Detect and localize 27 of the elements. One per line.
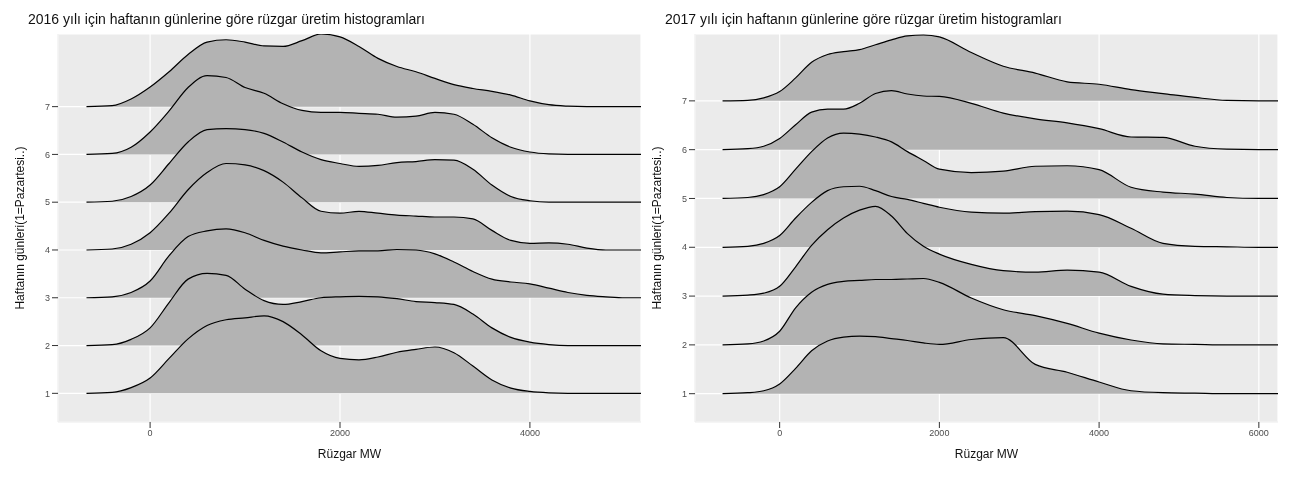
x-axis-title: Rüzgar MW (317, 447, 382, 461)
x-tick-label: 4000 (519, 428, 540, 439)
x-tick-label: 2000 (329, 428, 351, 439)
x-tick-label: 0 (777, 428, 783, 439)
y-tick-label: 2 (681, 340, 687, 351)
y-tick-label: 1 (44, 388, 50, 399)
y-tick-label: 5 (44, 197, 50, 208)
y-tick-label: 6 (681, 144, 687, 155)
y-tick-label: 4 (681, 242, 687, 253)
y-axis-title: Haftanın günleri(1=Pazartesi..) (13, 146, 28, 310)
x-axis-title: Rüzgar MW (954, 447, 1019, 461)
y-tick-label: 6 (44, 149, 50, 160)
y-tick-label: 3 (681, 291, 687, 302)
y-axis-title: Haftanın günleri(1=Pazartesi..) (650, 146, 665, 310)
y-tick-label: 4 (44, 245, 50, 256)
chart-title: 2016 yılı için haftanın günlerine göre rüzgar üretim histogramları (27, 10, 426, 29)
x-tick-label: 6000 (1248, 428, 1269, 439)
y-tick-label: 7 (681, 96, 687, 107)
y-tick-label: 3 (44, 292, 50, 303)
y-tick-label: 2 (44, 340, 50, 351)
x-tick-label: 4000 (1089, 428, 1110, 439)
y-tick-label: 5 (681, 193, 687, 204)
y-tick-label: 7 (44, 101, 50, 112)
chart-title: 2017 yılı için haftanın günlerine göre rüzgar üretim histogramları (664, 10, 1063, 29)
y-tick-label: 1 (681, 388, 687, 399)
x-tick-label: 2000 (929, 428, 950, 439)
x-tick-label: 0 (147, 428, 153, 439)
